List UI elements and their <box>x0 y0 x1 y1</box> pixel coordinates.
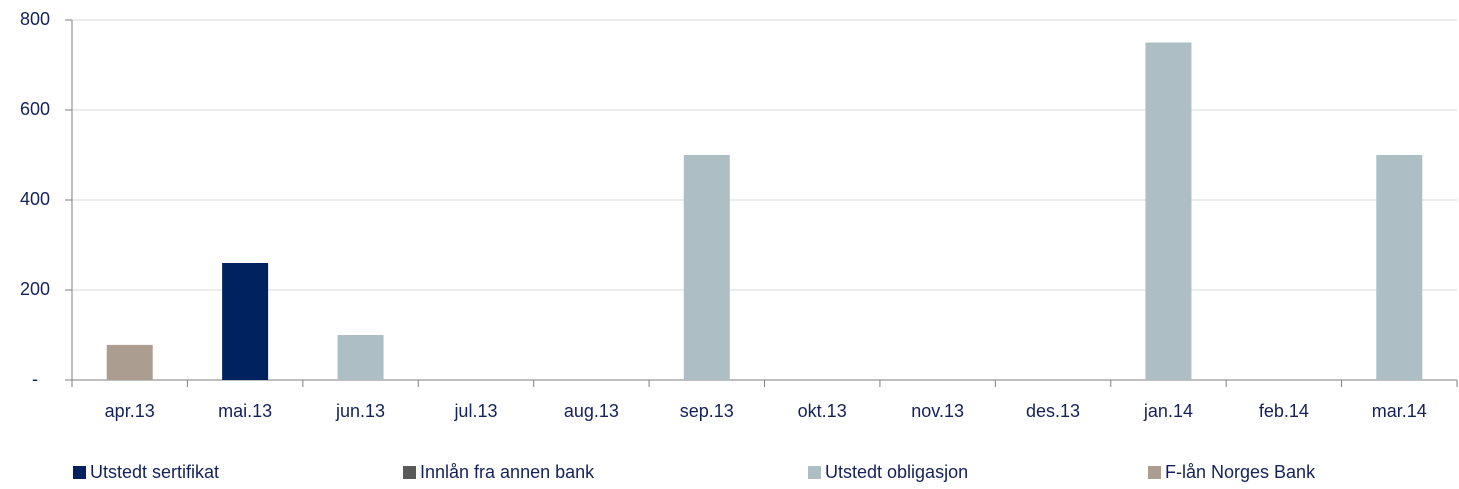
bar <box>106 344 153 380</box>
y-tick-label: 400 <box>20 189 50 209</box>
bar <box>222 263 269 380</box>
x-tick-label: mai.13 <box>218 401 272 421</box>
y-tick-label: 600 <box>20 99 50 119</box>
legend-swatch <box>808 466 821 479</box>
x-tick-label: sep.13 <box>680 401 734 421</box>
legend-label: Utstedt obligasjon <box>825 462 968 482</box>
legend-label: Innlån fra annen bank <box>420 462 595 482</box>
x-tick-label: feb.14 <box>1259 401 1309 421</box>
bar <box>1376 155 1423 380</box>
x-tick-label: jul.13 <box>453 401 497 421</box>
y-tick-label: 800 <box>20 9 50 29</box>
y-tick-label: 200 <box>20 279 50 299</box>
x-tick-label: mar.14 <box>1372 401 1427 421</box>
x-tick-label: jun.13 <box>335 401 385 421</box>
legend-swatch <box>73 466 86 479</box>
x-tick-label: nov.13 <box>911 401 964 421</box>
y-tick-label: - <box>32 369 38 389</box>
legend-label: F-lån Norges Bank <box>1165 462 1316 482</box>
x-tick-label: aug.13 <box>564 401 619 421</box>
x-tick-label: okt.13 <box>798 401 847 421</box>
bar <box>683 155 730 380</box>
bar <box>337 335 384 380</box>
legend-label: Utstedt sertifikat <box>90 462 219 482</box>
x-tick-label: apr.13 <box>105 401 155 421</box>
x-tick-label: jan.14 <box>1143 401 1193 421</box>
legend-swatch <box>403 466 416 479</box>
bar <box>1145 42 1192 380</box>
legend-swatch <box>1148 466 1161 479</box>
x-tick-label: des.13 <box>1026 401 1080 421</box>
